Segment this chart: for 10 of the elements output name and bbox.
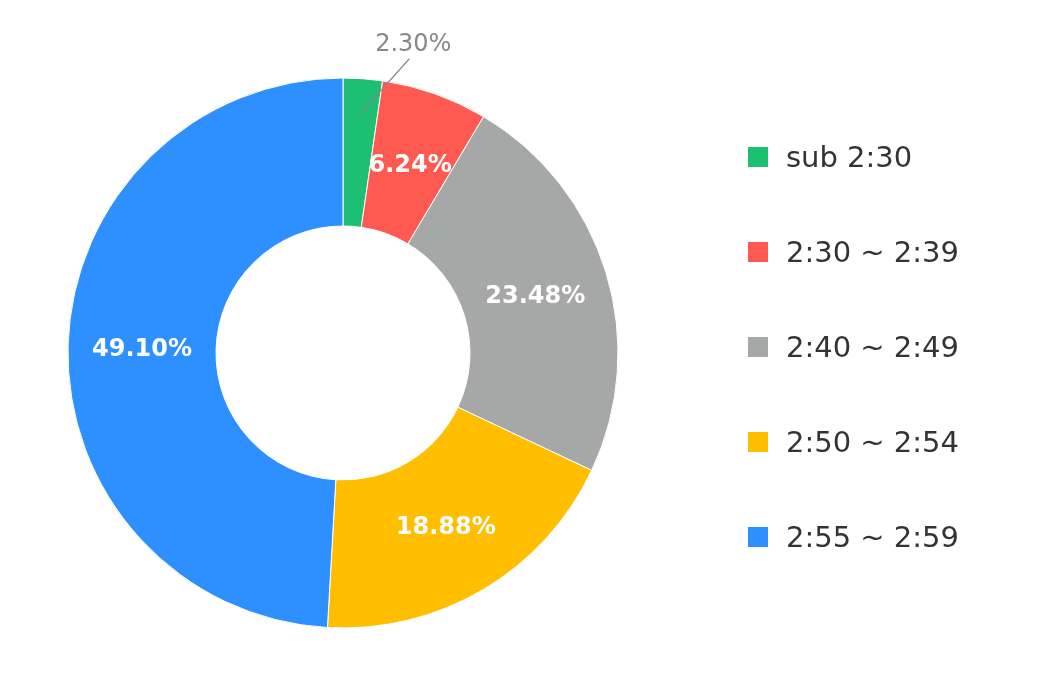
- data-label: 49.10%: [92, 333, 193, 362]
- data-label: 2.30%: [375, 28, 452, 57]
- data-label: 18.88%: [395, 512, 496, 541]
- legend-label: 2:40 ~ 2:49: [786, 330, 959, 365]
- legend-label: 2:55 ~ 2:59: [786, 520, 959, 555]
- data-label: 23.48%: [485, 280, 586, 309]
- legend-label: 2:30 ~ 2:39: [786, 235, 959, 270]
- legend-label: 2:50 ~ 2:54: [786, 425, 959, 460]
- legend-label: sub 2:30: [786, 140, 913, 175]
- data-label: 6.24%: [368, 149, 452, 178]
